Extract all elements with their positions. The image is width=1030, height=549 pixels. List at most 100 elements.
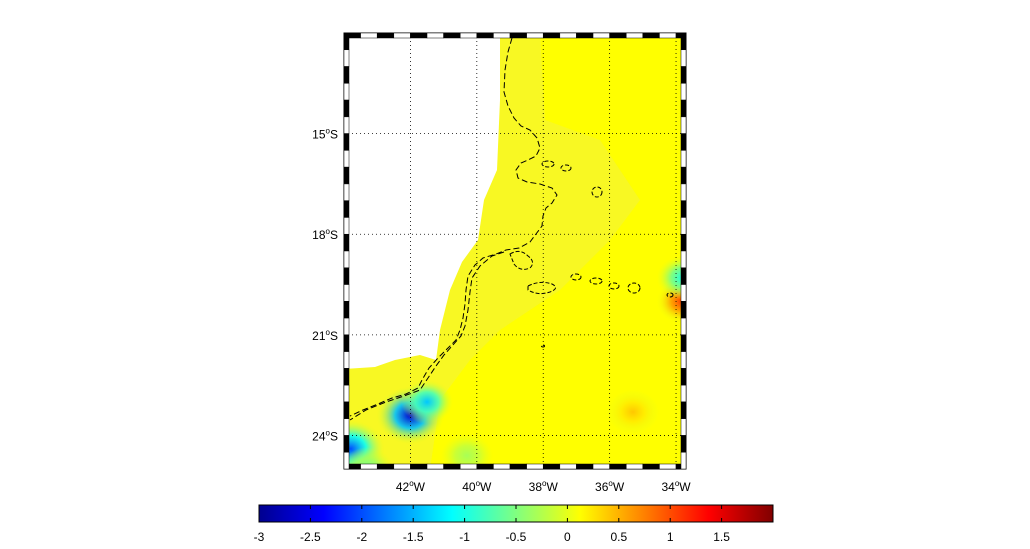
frame-segment [476,32,494,39]
lon-tick-label: 38oW [529,479,559,494]
frame-segment [680,83,687,101]
colorbar-tick-label: -2.5 [300,530,321,544]
frame-segment [680,334,687,352]
colorbar-tick-label: -3 [254,530,265,544]
frame-segment [592,463,610,470]
latitude-labels: 15oS 18oS 21oS 24oS [312,127,338,444]
frame-segment [680,166,687,185]
frame-segment [542,463,561,470]
colorbar-ticks: -3 -2.5 -2 -1.5 -1 -0.5 0 0.5 1 1.5 [254,505,730,544]
lon-tick-label: 40oW [462,479,492,494]
frame-segment [680,401,687,419]
frame-segment [609,463,627,470]
anomaly-blob [656,255,686,300]
frame-segment [343,401,350,419]
frame-segment [680,217,687,235]
frame-segment [680,200,687,218]
frame-segment [343,166,350,185]
frame-segment [343,317,350,336]
frame-segment [680,250,687,269]
frame-segment [343,217,350,235]
frame-segment [642,463,660,470]
lon-tick-label: 34oW [661,479,691,494]
frame-segment [459,32,478,39]
frame-segment [680,451,687,470]
frame-segment [459,463,478,470]
anomaly-blob [401,379,454,425]
frame-segment [680,66,687,84]
frame-segment [680,384,687,403]
colorbar-tick-label: -2 [356,530,367,544]
colorbar-tick-label: 0 [564,530,571,544]
frame-segment [343,368,350,386]
frame-segment [659,463,677,470]
frame-segment [426,32,444,39]
lat-tick-label: 24oS [312,428,338,443]
graticule [344,33,686,469]
frame-segment [343,435,350,453]
frame-segment [343,301,350,319]
frame-segment [592,32,610,39]
frame-segment [680,317,687,336]
coastline [349,37,558,417]
frame-segment [343,183,350,201]
frame-segment [343,250,350,269]
frame-segment [410,463,428,470]
frame-segment [343,418,350,436]
frame-segment [542,32,561,39]
frame-segment [680,267,687,285]
anomaly-blob [606,389,659,435]
frame-segment [526,463,544,470]
frame-segment [343,334,350,352]
colorbar-tick-label: -1.5 [403,530,424,544]
frame-segment [526,32,544,39]
lon-tick-label: 42oW [396,479,426,494]
frame-segment [343,133,350,151]
frame-segment [443,32,461,39]
frame-segment [393,32,411,39]
frame-segment [343,150,350,168]
frame-segment [343,384,350,403]
frame-checker [343,32,687,470]
frame-segment [343,116,350,134]
frame-segment [343,351,350,369]
frame-segment [680,99,687,118]
frame-segment [493,463,511,470]
frame-segment [343,83,350,101]
frame-segment [443,463,461,470]
frame-segment [680,32,687,51]
frame-segment [576,463,594,470]
frame-segment [426,463,444,470]
colorbar-tick-label: 0.5 [610,530,627,544]
frame-segment [625,32,644,39]
frame-segment [625,463,644,470]
frame-segment [509,32,527,39]
frame-segment [680,233,687,252]
colorbar-tick-label: -0.5 [506,530,527,544]
frame-segment [343,284,350,302]
frame-segment [680,368,687,386]
frame-segment [376,463,395,470]
frame-segment [376,32,395,39]
frame-segment [609,32,627,39]
frame-segment [509,463,527,470]
lat-tick-label: 15oS [312,127,338,142]
frame-segment [360,32,378,39]
frame-segment [393,463,411,470]
frame-segment [410,32,428,39]
frame-segment [680,150,687,168]
frame-segment [680,183,687,201]
longitude-labels: 42oW 40oW 38oW 36oW 34oW [396,479,691,494]
anomaly-blob [440,433,493,469]
frame-segment [343,267,350,285]
frame-segment [559,32,577,39]
frame-segment [343,451,350,470]
frame-segment [576,32,594,39]
frame-segment [680,418,687,436]
anomaly-blob [344,446,394,469]
lat-tick-label: 21oS [312,328,338,343]
frame-segment [680,351,687,369]
frame-segment [559,463,577,470]
islands [509,160,674,348]
